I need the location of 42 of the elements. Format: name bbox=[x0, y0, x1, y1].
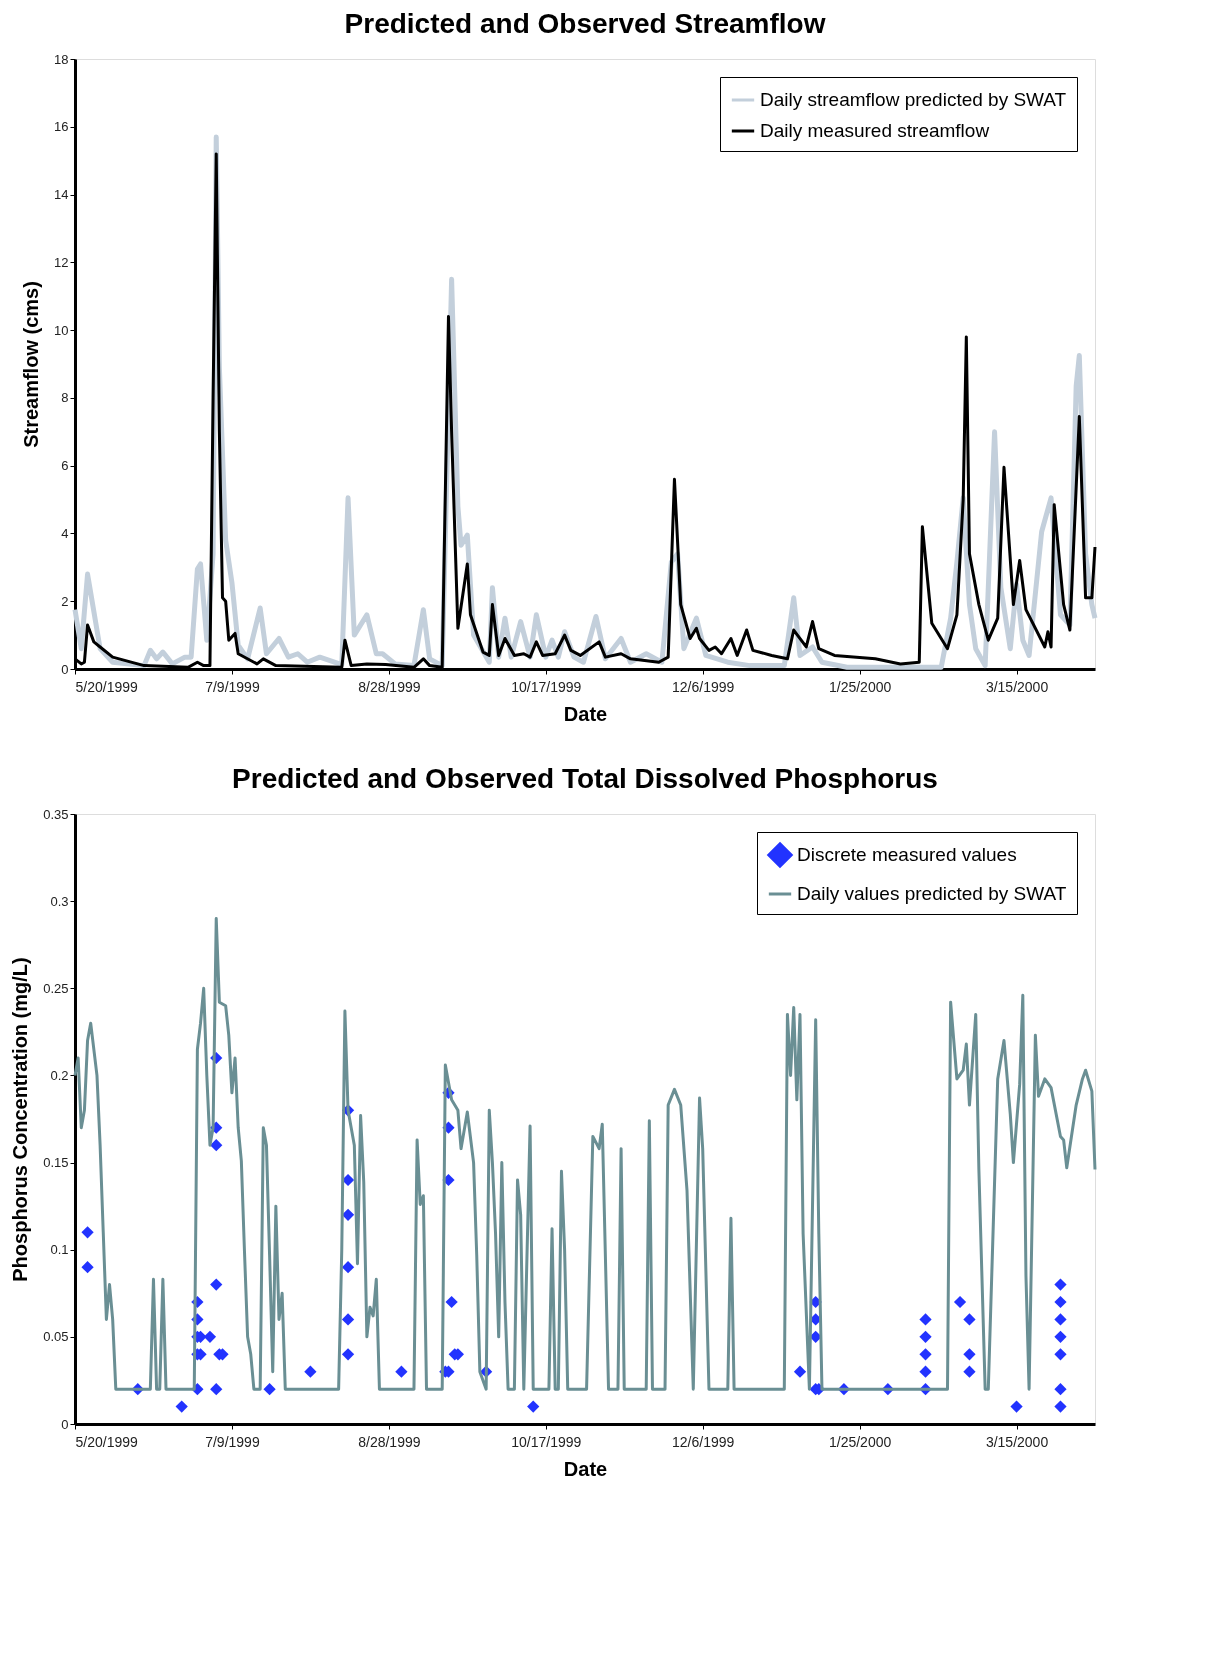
chart-title: Predicted and Observed Total Dissolved Phosphorus bbox=[232, 763, 938, 794]
x-tick-label: 7/9/1999 bbox=[205, 678, 260, 695]
y-tick-label: 0 bbox=[61, 1416, 69, 1432]
legend-label: Daily values predicted by SWAT bbox=[797, 883, 1067, 904]
y-tick-label: 8 bbox=[61, 390, 69, 406]
x-tick-label: 12/6/1999 bbox=[672, 678, 735, 695]
x-tick-label: 1/25/2000 bbox=[828, 678, 892, 695]
y-tick-label: 0 bbox=[61, 661, 69, 677]
y-tick-label: 18 bbox=[54, 51, 69, 67]
y-axis-title: Phosphorus Concentration (mg/L) bbox=[9, 957, 32, 1282]
y-tick-label: 6 bbox=[61, 458, 69, 474]
y-tick-label: 0.05 bbox=[43, 1329, 69, 1345]
x-axis-title: Date bbox=[563, 702, 608, 725]
y-tick-label: 0.35 bbox=[43, 806, 69, 822]
y-axis-title: Streamflow (cms) bbox=[20, 281, 43, 448]
legend-label: Daily measured streamflow bbox=[760, 120, 990, 141]
y-tick-label: 2 bbox=[61, 593, 69, 609]
y-tick-label: 10 bbox=[54, 322, 69, 338]
y-tick-label: 4 bbox=[61, 525, 69, 541]
x-tick-label: 3/15/2000 bbox=[985, 678, 1049, 695]
y-tick-label: 12 bbox=[54, 254, 69, 270]
x-tick-label: 1/25/2000 bbox=[828, 1433, 892, 1450]
y-tick-label: 14 bbox=[54, 187, 69, 203]
x-tick-label: 5/20/1999 bbox=[75, 1433, 138, 1450]
x-axis-title: Date bbox=[563, 1457, 608, 1480]
chart-title: Predicted and Observed Streamflow bbox=[344, 8, 826, 39]
x-tick-label: 7/9/1999 bbox=[205, 1433, 260, 1450]
y-tick-label: 0.15 bbox=[43, 1155, 69, 1171]
x-tick-label: 3/15/2000 bbox=[985, 1433, 1049, 1450]
x-tick-label: 5/20/1999 bbox=[75, 678, 138, 695]
y-tick-label: 16 bbox=[54, 119, 69, 135]
x-tick-label: 10/17/1999 bbox=[511, 1433, 582, 1450]
y-tick-label: 0.25 bbox=[43, 980, 69, 996]
legend-label: Daily streamflow predicted by SWAT bbox=[760, 89, 1067, 110]
y-tick-label: 0.2 bbox=[50, 1067, 69, 1083]
legend-label: Discrete measured values bbox=[797, 844, 1017, 865]
x-tick-label: 12/6/1999 bbox=[672, 1433, 735, 1450]
x-tick-label: 10/17/1999 bbox=[511, 678, 582, 695]
y-tick-label: 0.1 bbox=[50, 1242, 69, 1258]
x-tick-label: 8/28/1999 bbox=[358, 1433, 421, 1450]
y-tick-label: 0.3 bbox=[50, 893, 69, 909]
x-tick-label: 8/28/1999 bbox=[358, 678, 421, 695]
